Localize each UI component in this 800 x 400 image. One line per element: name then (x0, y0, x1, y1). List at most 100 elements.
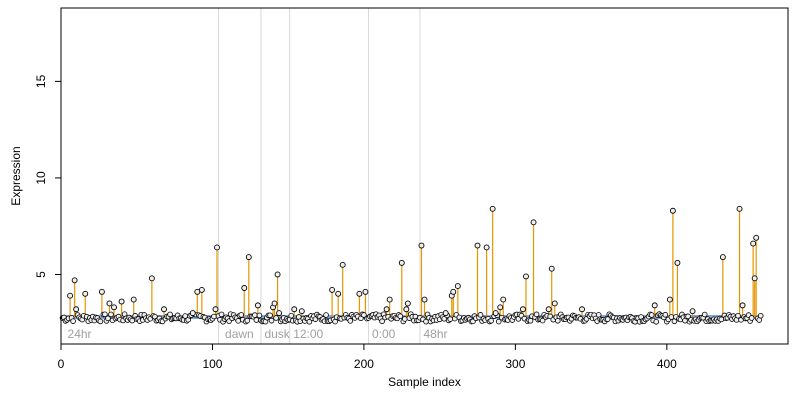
background-point (252, 312, 258, 318)
group-label: dawn (225, 327, 254, 341)
data-point (276, 310, 283, 317)
data-point (489, 205, 496, 212)
group-label: 24hr (68, 327, 92, 341)
x-tick-label: 400 (657, 357, 677, 371)
data-point (398, 259, 405, 266)
y-tick-label: 15 (34, 74, 48, 88)
background-point (108, 311, 114, 318)
data-point (335, 290, 342, 297)
data-point (666, 296, 673, 303)
data-point (474, 242, 481, 249)
x-tick-label: 200 (354, 357, 374, 371)
data-point (523, 273, 529, 280)
data-point (291, 306, 298, 313)
background-point (757, 312, 764, 319)
stems-layer (69, 208, 757, 317)
data-point (111, 304, 117, 311)
group-label: 12:00 (293, 327, 323, 341)
data-point (329, 286, 336, 293)
data-point (189, 310, 196, 317)
data-point (271, 300, 278, 307)
background-point (253, 317, 260, 323)
background-point (288, 312, 295, 319)
data-point (530, 219, 537, 226)
x-axis: 0 100 200 300 400 (58, 343, 677, 371)
group-dividers (218, 8, 421, 344)
data-point (130, 296, 137, 303)
data-point (750, 240, 757, 247)
background-point (105, 315, 111, 322)
x-tick-label: 100 (202, 357, 222, 371)
data-point (254, 302, 261, 309)
data-point (362, 288, 369, 295)
background-point (323, 312, 329, 318)
data-point (674, 259, 681, 266)
background-point (527, 317, 534, 324)
data-point (500, 296, 507, 303)
data-point (492, 310, 499, 317)
data-point (73, 306, 80, 313)
data-point (579, 306, 585, 313)
background-point (477, 312, 484, 318)
background-point (662, 311, 669, 318)
data-point (450, 288, 457, 295)
data-point (339, 261, 346, 268)
group-label: 48hr (423, 327, 447, 341)
data-point (198, 286, 205, 293)
data-point (383, 306, 390, 313)
background-point (129, 317, 135, 324)
background-point (218, 311, 225, 318)
background-points-layer (59, 311, 764, 325)
background-point (273, 315, 279, 321)
data-point (404, 300, 411, 307)
background-point (256, 312, 263, 319)
data-point (71, 277, 78, 284)
background-point (306, 318, 313, 325)
x-tick-label: 300 (505, 357, 525, 371)
data-point (751, 275, 758, 282)
data-point (118, 298, 125, 305)
background-point (495, 318, 502, 325)
data-point (298, 308, 305, 315)
data-point (753, 234, 760, 241)
data-point (212, 306, 219, 313)
data-point (519, 306, 526, 313)
data-point (386, 296, 393, 303)
background-point (167, 311, 173, 318)
data-point (418, 242, 425, 249)
x-tick-label: 0 (58, 357, 65, 371)
data-point (148, 275, 155, 282)
background-point (604, 316, 611, 322)
data-point (551, 300, 558, 307)
data-point (651, 302, 658, 309)
data-point (454, 283, 461, 290)
data-point (497, 304, 504, 311)
background-point (402, 316, 408, 322)
x-axis-label: Sample index (388, 375, 461, 389)
y-tick-label: 5 (34, 271, 48, 278)
background-point (547, 313, 554, 320)
background-point (488, 318, 494, 324)
background-point (268, 317, 275, 324)
y-axis: 5 10 15 (34, 74, 62, 278)
data-point (106, 300, 113, 307)
y-axis-label: Expression (9, 146, 23, 205)
background-point (267, 312, 273, 319)
background-point (447, 316, 454, 322)
data-point (442, 310, 449, 317)
background-point (685, 313, 691, 320)
highlighted-points-layer (67, 205, 760, 317)
y-tick-label: 10 (34, 171, 48, 185)
data-point (82, 290, 89, 297)
group-labels-layer: 24hr dawn dusk 12:00 0:00 48hr (68, 327, 448, 341)
plot-frame (60, 7, 789, 345)
group-label: 0:00 (372, 327, 396, 341)
background-point (397, 313, 404, 320)
data-point (669, 207, 676, 214)
data-point (421, 296, 428, 303)
background-point (347, 318, 354, 324)
data-point (739, 302, 746, 309)
background-point (735, 312, 741, 319)
background-point (97, 318, 104, 325)
data-point (161, 306, 167, 313)
